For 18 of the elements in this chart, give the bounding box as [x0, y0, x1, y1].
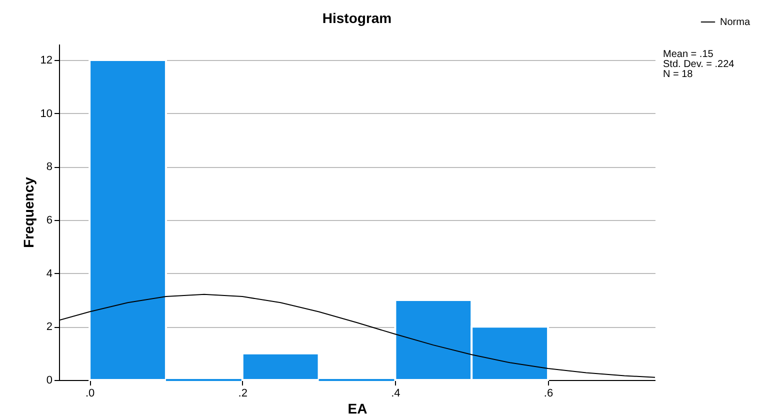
text: N = 18 [663, 69, 694, 80]
y-tick-label: 8 [46, 161, 52, 174]
x-tick-label: .4 [391, 388, 400, 400]
x-tick-label: .2 [238, 388, 248, 400]
x-axis-title: EA [348, 400, 368, 414]
y-tick-label: 4 [46, 268, 52, 280]
y-tick-label: 12 [40, 54, 52, 66]
text: Mean = .15 [663, 49, 714, 60]
y-tick-label: 6 [46, 214, 52, 226]
chart-title: Histogram [322, 10, 392, 26]
text: Std. Dev. = .224 [663, 59, 734, 70]
y-axis-title: Frequency [20, 176, 36, 248]
x-tick-label: .6 [544, 388, 554, 400]
y-tick-label: 2 [46, 321, 52, 334]
y-tick-label: 0 [46, 374, 52, 386]
legend-label: Norma [720, 17, 750, 28]
y-tick-label: 10 [40, 108, 52, 120]
x-tick-label: .0 [85, 388, 95, 400]
